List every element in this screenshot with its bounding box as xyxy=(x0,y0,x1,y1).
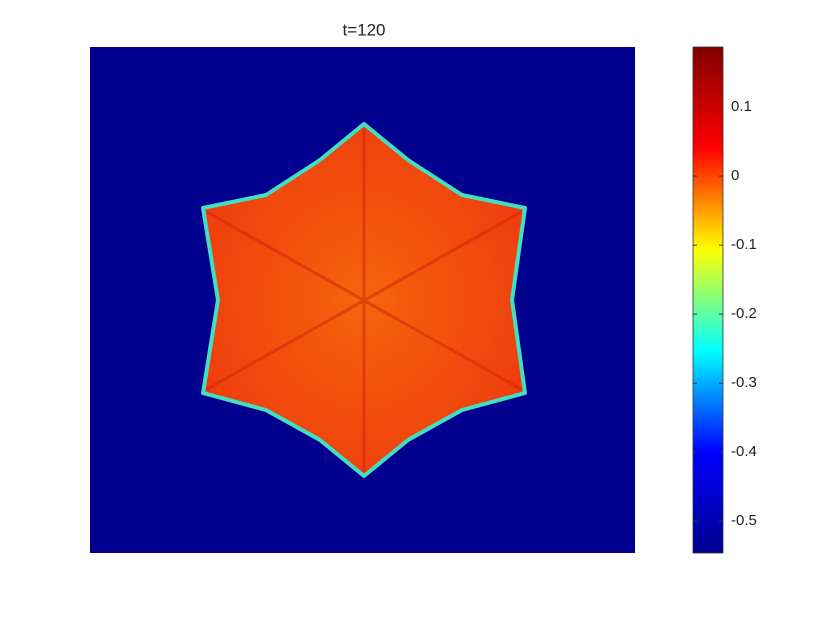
colorbar-tick-label: -0.1 xyxy=(731,236,757,253)
crystal xyxy=(201,122,527,478)
colorbar-tick-label: 0.1 xyxy=(731,98,752,115)
colorbar-tick-label: -0.2 xyxy=(731,305,757,322)
chart-title: t=120 xyxy=(342,20,385,39)
colorbar xyxy=(692,46,724,554)
colorbar-tick-label: -0.5 xyxy=(731,512,757,529)
colorbar-tick-label: 0 xyxy=(731,167,739,184)
colorbar-tick-label: -0.3 xyxy=(731,374,757,391)
crystal-arms xyxy=(206,128,522,472)
colorbar-tick-label: -0.4 xyxy=(731,443,757,460)
